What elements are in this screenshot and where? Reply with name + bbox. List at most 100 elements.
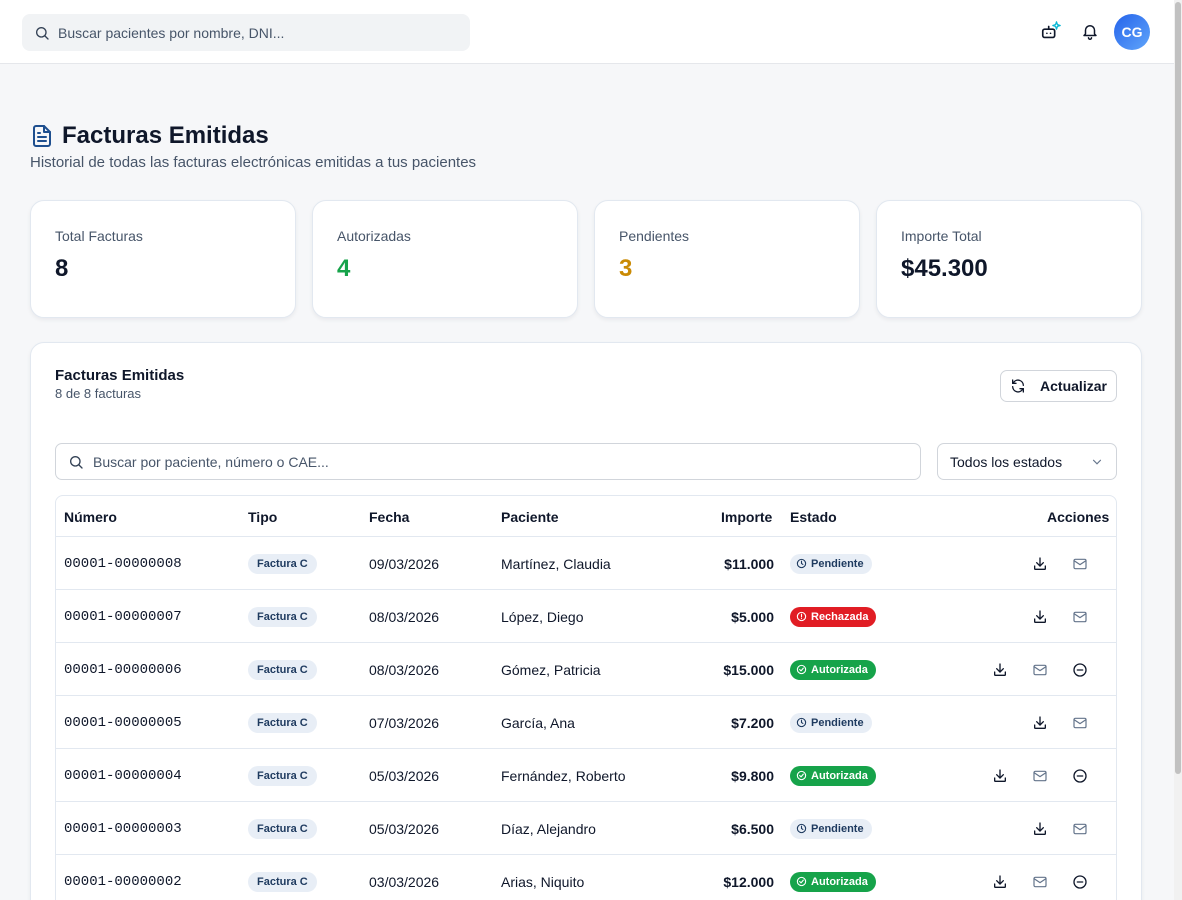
invoice-type-badge: Factura C: [248, 765, 317, 786]
status-badge: Autorizada: [790, 765, 876, 786]
invoice-number: 00001-00000005: [64, 714, 182, 731]
stat-label: Pendientes: [619, 228, 690, 244]
stat-card-total: Total Facturas 8: [30, 200, 296, 318]
invoice-amount: $15.000: [723, 661, 774, 678]
download-icon[interactable]: [991, 661, 1009, 679]
col-importe[interactable]: Importe: [721, 509, 773, 525]
mail-icon[interactable]: [1071, 714, 1089, 732]
invoice-type-cell: Factura C: [248, 802, 317, 855]
page-subtitle: Historial de todas las facturas electrón…: [30, 154, 477, 171]
mail-icon[interactable]: [1031, 767, 1049, 785]
status-badge: Autorizada: [790, 871, 876, 892]
alert-circle-icon: [796, 611, 811, 622]
clock-icon: [796, 717, 811, 728]
table-row[interactable]: 00001-00000004 Factura C 05/03/2026 Fern…: [56, 749, 1116, 802]
stat-card-importe-total: Importe Total $45.300: [876, 200, 1142, 318]
table-row[interactable]: 00001-00000008 Factura C 09/03/2026 Mart…: [56, 537, 1116, 590]
avatar[interactable]: CG: [1114, 14, 1150, 50]
invoice-date: 08/03/2026: [369, 661, 440, 678]
page-header: Facturas Emitidas: [30, 122, 269, 150]
status-cell: Pendiente: [790, 537, 872, 590]
refresh-label: Actualizar: [1040, 378, 1107, 394]
invoice-number: 00001-00000008: [64, 555, 182, 572]
invoice-number: 00001-00000007: [64, 608, 182, 625]
invoice-number: 00001-00000004: [64, 767, 182, 784]
invoice-type-badge: Factura C: [248, 659, 317, 680]
status-filter-select[interactable]: Todos los estados: [937, 443, 1117, 480]
table-row[interactable]: 00001-00000003 Factura C 05/03/2026 Díaz…: [56, 802, 1116, 855]
invoice-date: 03/03/2026: [369, 873, 440, 890]
scrollbar[interactable]: [1174, 0, 1182, 900]
status-badge: Pendiente: [790, 818, 872, 839]
col-fecha[interactable]: Fecha: [369, 509, 410, 525]
status-cell: Autorizada: [790, 749, 876, 802]
invoice-type-cell: Factura C: [248, 537, 317, 590]
chevron-down-icon: [1092, 459, 1102, 465]
table-header: Número Tipo Fecha Paciente Importe Estad…: [56, 496, 1116, 537]
stat-value: 8: [55, 255, 69, 282]
global-search-input[interactable]: [58, 24, 438, 41]
download-icon[interactable]: [991, 767, 1009, 785]
invoice-date: 05/03/2026: [369, 820, 440, 837]
status-label: Rechazada: [811, 610, 869, 623]
mail-icon[interactable]: [1031, 873, 1049, 891]
col-paciente[interactable]: Paciente: [501, 509, 559, 525]
invoices-card: Facturas Emitidas 8 de 8 facturas Actual…: [30, 342, 1142, 900]
mail-icon[interactable]: [1071, 555, 1089, 573]
col-numero[interactable]: Número: [64, 509, 117, 525]
download-icon[interactable]: [1031, 714, 1049, 732]
status-cell: Pendiente: [790, 696, 872, 749]
download-icon[interactable]: [1031, 820, 1049, 838]
ai-assistant-icon[interactable]: [1040, 20, 1062, 42]
patient-name: Arias, Niquito: [501, 873, 585, 890]
status-label: Pendiente: [811, 716, 864, 729]
search-icon: [70, 455, 83, 469]
table-row[interactable]: 00001-00000007 Factura C 08/03/2026 Lópe…: [56, 590, 1116, 643]
check-circle-icon: [796, 770, 811, 781]
download-icon[interactable]: [1031, 555, 1049, 573]
invoice-date: 07/03/2026: [369, 714, 440, 731]
page-title: Facturas Emitidas: [62, 122, 269, 149]
download-icon[interactable]: [991, 873, 1009, 891]
invoice-type-badge: Factura C: [248, 712, 317, 733]
refresh-button[interactable]: Actualizar: [1000, 370, 1117, 402]
status-badge: Rechazada: [790, 606, 877, 627]
global-search-box[interactable]: [22, 14, 470, 51]
invoice-search-input[interactable]: [93, 453, 893, 470]
invoice-number: 00001-00000002: [64, 873, 182, 890]
invoice-search-box[interactable]: [55, 443, 921, 480]
invoice-type-cell: Factura C: [248, 749, 317, 802]
patient-name: López, Diego: [501, 608, 584, 625]
status-cell: Autorizada: [790, 643, 876, 696]
stat-label: Total Facturas: [55, 228, 143, 244]
status-badge: Pendiente: [790, 553, 872, 574]
col-tipo[interactable]: Tipo: [248, 509, 278, 525]
clock-icon: [796, 558, 811, 569]
stat-card-autorizadas: Autorizadas 4: [312, 200, 578, 318]
status-label: Autorizada: [811, 875, 868, 888]
table-row[interactable]: 00001-00000006 Factura C 08/03/2026 Góme…: [56, 643, 1116, 696]
download-icon[interactable]: [1031, 608, 1049, 626]
bell-icon[interactable]: [1079, 20, 1101, 42]
minus-circle-icon[interactable]: [1071, 873, 1089, 891]
mail-icon[interactable]: [1071, 608, 1089, 626]
patient-name: Fernández, Roberto: [501, 767, 626, 784]
table-row[interactable]: 00001-00000002 Factura C 03/03/2026 Aria…: [56, 855, 1116, 900]
minus-circle-icon[interactable]: [1071, 661, 1089, 679]
status-badge: Autorizada: [790, 659, 876, 680]
scrollbar-thumb[interactable]: [1175, 2, 1181, 774]
col-estado[interactable]: Estado: [790, 509, 837, 525]
patient-name: García, Ana: [501, 714, 575, 731]
table-row[interactable]: 00001-00000005 Factura C 07/03/2026 Garc…: [56, 696, 1116, 749]
stat-label: Autorizadas: [337, 228, 411, 244]
stat-value: 4: [337, 255, 351, 282]
mail-icon[interactable]: [1071, 820, 1089, 838]
col-acciones: Acciones: [1047, 509, 1110, 525]
invoice-type-badge: Factura C: [248, 871, 317, 892]
table-body: 00001-00000008 Factura C 09/03/2026 Mart…: [56, 537, 1116, 900]
patient-name: Gómez, Patricia: [501, 661, 601, 678]
mail-icon[interactable]: [1031, 661, 1049, 679]
invoice-amount: $5.000: [731, 608, 774, 625]
status-cell: Rechazada: [790, 590, 877, 643]
minus-circle-icon[interactable]: [1071, 767, 1089, 785]
